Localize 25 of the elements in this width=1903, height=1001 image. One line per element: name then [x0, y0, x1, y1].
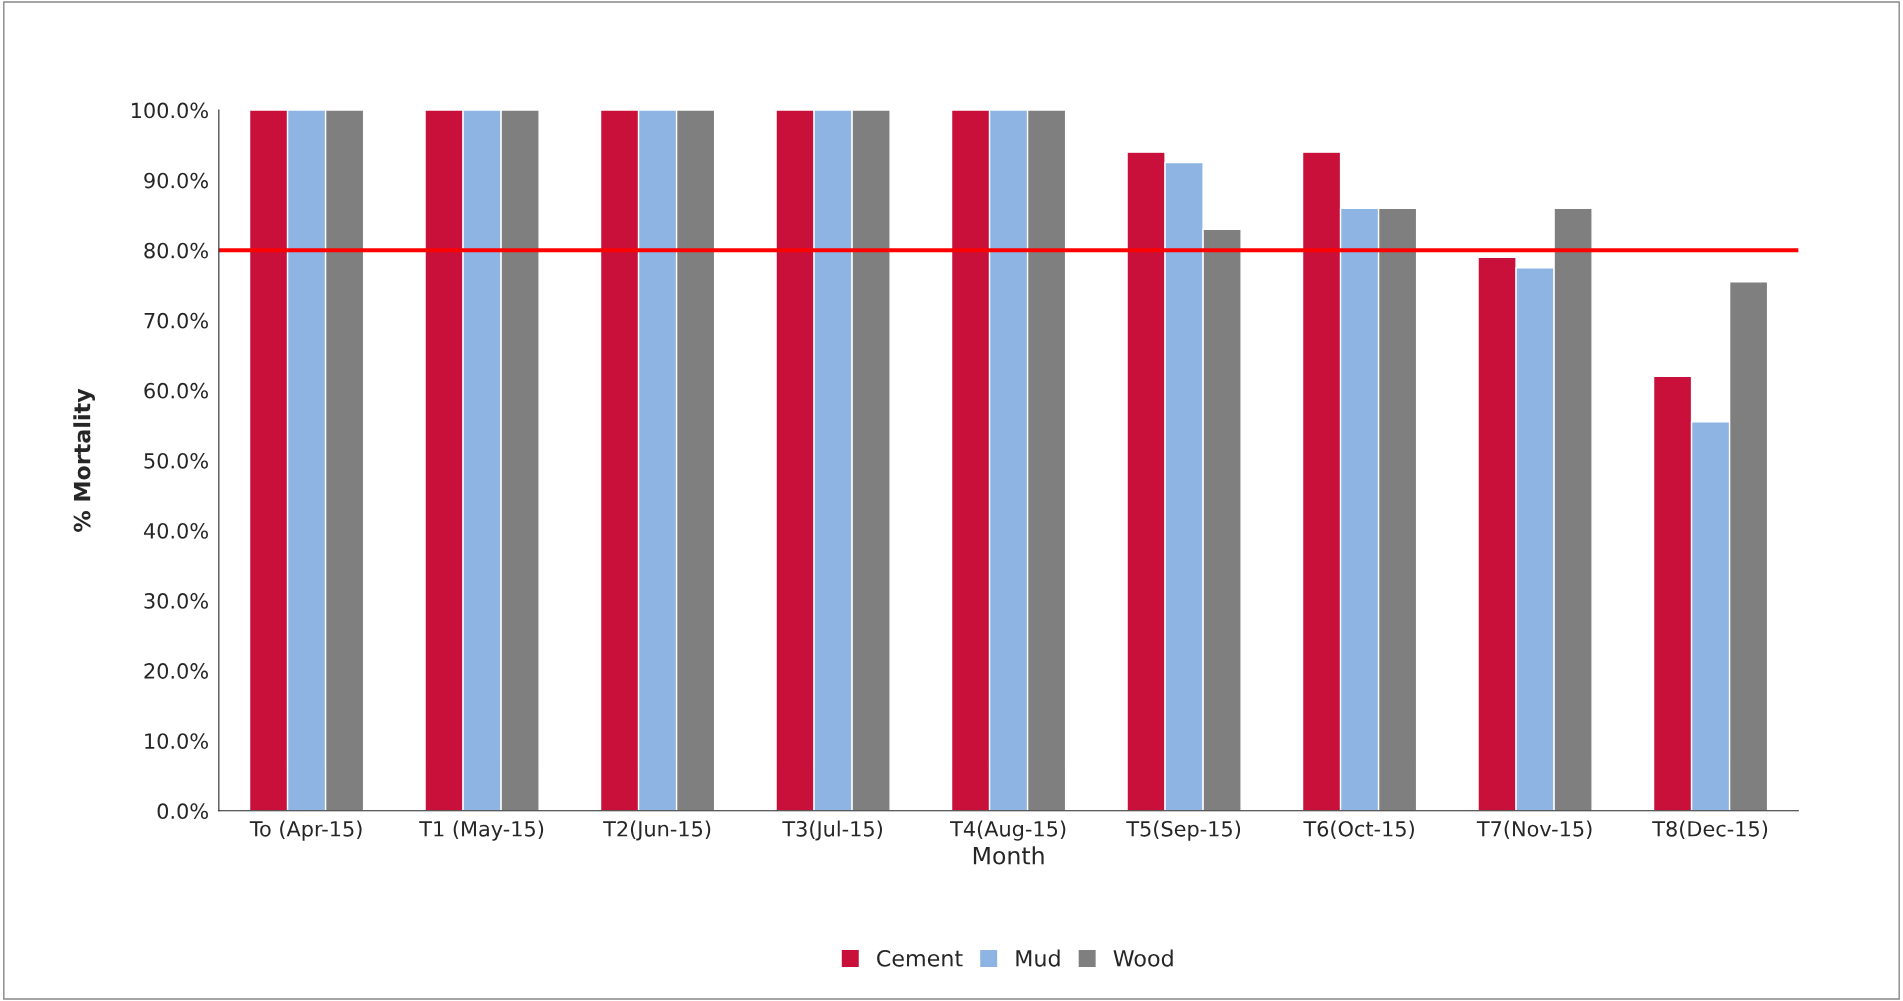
x-tick-label: T8(Dec-15)	[1652, 820, 1768, 840]
x-tick-label: T5(Sep-15)	[1126, 820, 1241, 841]
x-tick-label: T6(Oct-15)	[1303, 820, 1414, 840]
x-tick-label: T2(Jun-15)	[603, 820, 711, 841]
x-tick-label: T7(Nov-15)	[1476, 820, 1592, 840]
y-tick-label: 20.0%	[144, 663, 208, 679]
y-tick-label: 0.0%	[157, 803, 208, 820]
x-tick-label: T4(Aug-15)	[950, 820, 1066, 841]
y-tick-label: 60.0%	[144, 382, 208, 399]
legend-label: Cement	[877, 949, 963, 967]
y-tick-label: 40.0%	[143, 522, 208, 539]
y-tick-label: 30.0%	[144, 593, 208, 609]
y-tick-label: 50.0%	[144, 452, 208, 469]
x-tick-label: T1 (May-15)	[419, 820, 544, 841]
legend-label: Mud	[1016, 949, 1060, 967]
x-tick-label: To (Apr-15)	[249, 820, 362, 841]
legend-label: Wood	[1113, 949, 1173, 967]
y-tick-label: 80.0%	[144, 242, 208, 259]
y-axis-title: % Mortality	[73, 388, 95, 532]
y-tick-label: 10.0%	[145, 733, 208, 749]
y-tick-label: 100.0%	[131, 102, 208, 119]
y-tick-label: 70.0%	[144, 312, 208, 329]
x-axis-title: Month	[973, 846, 1044, 865]
x-tick-label: T3(Jul-15)	[782, 820, 882, 841]
y-tick-label: 90.0%	[144, 172, 208, 189]
